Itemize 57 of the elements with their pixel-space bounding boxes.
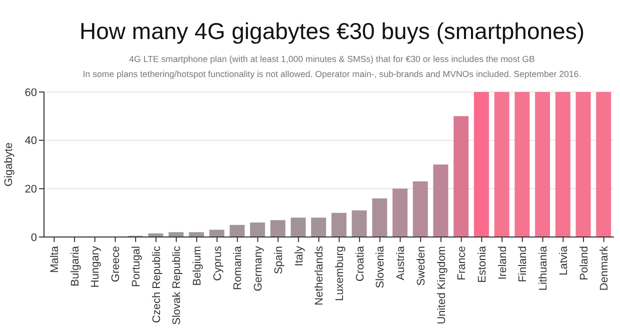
y-tick-label: 0 — [30, 232, 37, 244]
bar — [494, 92, 510, 237]
x-tick-label: Italy — [293, 246, 306, 266]
bar — [514, 92, 530, 237]
x-tick-label: Latvia — [558, 245, 570, 276]
bar — [372, 198, 388, 237]
x-tick-label: Belgium — [192, 246, 204, 286]
x-tick-label: Romania — [232, 245, 244, 290]
x-tick-label: Croatia — [354, 245, 366, 282]
x-tick-label: France — [456, 246, 468, 280]
bar — [392, 188, 408, 237]
bar — [230, 224, 245, 237]
x-tick-label: Lithuania — [538, 245, 550, 291]
bar — [454, 116, 469, 237]
x-tick-label: United Kingdom — [436, 246, 448, 324]
x-tick-label: Sweden — [415, 246, 428, 286]
bar — [352, 210, 367, 237]
bar — [474, 92, 489, 237]
x-tick-label: Luxemburg — [334, 246, 346, 302]
x-tick-label: Hungary — [90, 246, 102, 288]
y-tick-label: 20 — [24, 184, 37, 196]
bar — [576, 92, 591, 237]
x-tick-label: Ireland — [496, 246, 509, 280]
y-axis-title: Gigabyte — [2, 142, 15, 187]
chart-title: How many 4G gigabytes €30 buys (smartphones) — [78, 18, 586, 44]
bar — [168, 232, 184, 237]
bar — [331, 212, 346, 237]
bar — [290, 218, 306, 237]
x-tick-label: Czech Republic — [150, 246, 163, 324]
bar — [412, 181, 428, 237]
bar — [209, 230, 224, 237]
x-tick-label: Netherlands — [314, 246, 326, 306]
x-tick-label: Cyprus — [212, 246, 224, 281]
x-tick-label: Austria — [395, 245, 408, 280]
x-tick-label: Estonia — [476, 245, 489, 283]
x-tick-label: Spain — [272, 246, 285, 274]
x-tick-label: Denmark — [598, 246, 611, 291]
y-tick-label: 40 — [24, 135, 37, 148]
bar — [535, 92, 550, 237]
x-tick-label: Greece — [110, 246, 122, 282]
x-tick-label: Finland — [517, 246, 530, 282]
bar — [188, 232, 204, 237]
x-tick-label: Malta — [49, 245, 62, 273]
x-tick-label: Slovak Republic — [171, 246, 184, 325]
bar — [596, 92, 612, 237]
bar — [555, 92, 570, 237]
bar — [250, 222, 266, 237]
bar — [270, 220, 286, 237]
x-tick-label: Poland — [578, 246, 590, 280]
x-tick-label: Bulgaria — [69, 245, 82, 286]
x-tick-label: Slovenia — [374, 245, 387, 288]
bar — [311, 218, 326, 237]
bar — [433, 164, 448, 237]
x-tick-label: Germany — [252, 246, 265, 292]
chart-subtitle: 4G LTE smartphone plan (with at least 1,000 minutes & SMSs) that for €30 or less includes the most GB In some plans tethering/hotspot functionality is not allowed. Operator main-, sub-brands and MVNOs included. September 2016. — [82, 53, 582, 80]
x-tick-label: Portugal — [130, 246, 142, 287]
y-tick-label: 60 — [24, 86, 37, 99]
